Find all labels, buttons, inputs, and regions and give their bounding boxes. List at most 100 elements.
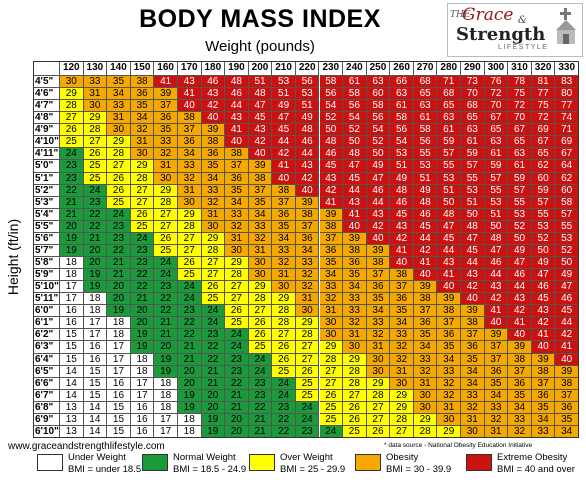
height-row-label: 6'4" — [33, 353, 60, 366]
bmi-cell: 26 — [107, 172, 131, 185]
bmi-cell: 16 — [107, 389, 131, 402]
height-row-label: 5'4" — [33, 208, 60, 221]
bmi-cell: 22 — [60, 184, 84, 197]
bmi-cell: 19 — [154, 365, 178, 378]
bmi-cell: 37 — [437, 317, 462, 330]
bmi-cell: 21 — [177, 341, 202, 354]
bmi-cell: 57 — [461, 160, 485, 173]
bmi-cell: 33 — [461, 389, 485, 402]
bmi-cell: 35 — [390, 305, 414, 318]
bmi-cell: 44 — [343, 184, 367, 197]
bmi-cell: 37 — [484, 353, 509, 366]
bmi-cell: 35 — [366, 293, 391, 306]
bmi-cell: 63 — [508, 148, 532, 161]
bmi-cell: 28 — [225, 269, 249, 282]
bmi-cell: 39 — [154, 88, 178, 101]
bmi-cell: 48 — [295, 124, 320, 137]
bmi-cell: 30 — [201, 220, 226, 233]
bmi-cell: 14 — [60, 365, 84, 378]
bmi-cell: 38 — [366, 257, 391, 270]
bmi-cell: 31 — [177, 184, 202, 197]
bmi-cell: 24 — [201, 305, 226, 318]
height-row-label: 4'9" — [33, 124, 60, 137]
bmi-cell: 16 — [83, 341, 108, 354]
bmi-cell: 47 — [248, 100, 273, 113]
bmi-cell: 42 — [248, 136, 273, 149]
height-row-label: 6'6" — [33, 377, 60, 390]
bmi-cell: 38 — [508, 353, 532, 366]
logo-strength-text: Strength — [456, 24, 546, 45]
bmi-cell: 70 — [461, 88, 485, 101]
bmi-cell: 16 — [130, 425, 155, 438]
bmi-cell: 34 — [461, 365, 485, 378]
bmi-cell: 46 — [225, 88, 249, 101]
bmi-cell: 34 — [272, 232, 296, 245]
bmi-cell: 47 — [531, 269, 556, 282]
bmi-cell: 52 — [319, 112, 344, 125]
weight-header: 160 — [154, 61, 178, 76]
bmi-cell: 77 — [531, 88, 556, 101]
bmi-cell: 32 — [390, 353, 414, 366]
bmi-cell: 18 — [154, 377, 178, 390]
bmi-cell: 40 — [366, 232, 391, 245]
bmi-cell: 47 — [343, 160, 367, 173]
bmi-cell: 18 — [107, 329, 131, 342]
bmi-cell: 20 — [83, 257, 108, 270]
bmi-cell: 31 — [154, 160, 178, 173]
bmi-cell: 21 — [60, 196, 84, 209]
bmi-cell: 45 — [413, 220, 438, 233]
bmi-cell: 31 — [295, 293, 320, 306]
bmi-cell: 20 — [107, 293, 131, 306]
bmi-cell: 40 — [437, 281, 462, 294]
bmi-cell: 19 — [130, 329, 155, 342]
bmi-cell: 17 — [107, 353, 131, 366]
bmi-cell: 48 — [319, 136, 344, 149]
legend-label: Extreme Obesity — [497, 452, 568, 463]
bmi-cell: 20 — [225, 425, 249, 438]
bmi-cell: 25 — [60, 136, 84, 149]
bmi-cell: 29 — [343, 353, 367, 366]
bmi-cell: 29 — [390, 389, 414, 402]
bmi-cell: 42 — [555, 329, 579, 342]
bmi-cell: 28 — [413, 425, 438, 438]
bmi-cell: 54 — [390, 136, 414, 149]
bmi-cell: 17 — [107, 341, 131, 354]
bmi-cell: 24 — [154, 257, 178, 270]
bmi-cell: 34 — [130, 112, 155, 125]
bmi-cell: 53 — [531, 220, 556, 233]
bmi-cell: 48 — [484, 232, 509, 245]
bmi-cell: 45 — [248, 112, 273, 125]
bmi-cell: 22 — [177, 329, 202, 342]
bmi-cell: 51 — [437, 184, 462, 197]
bmi-cell: 55 — [461, 172, 485, 185]
bmi-cell: 46 — [555, 293, 579, 306]
bmi-cell: 30 — [319, 329, 344, 342]
bmi-cell: 57 — [555, 208, 579, 221]
bmi-cell: 16 — [130, 401, 155, 414]
bmi-cell: 32 — [366, 329, 391, 342]
height-row-label: 6'10" — [33, 425, 60, 438]
bmi-cell: 61 — [437, 124, 462, 137]
bmi-cell: 29 — [413, 413, 438, 426]
bmi-cell: 28 — [390, 413, 414, 426]
bmi-cell: 24 — [248, 365, 273, 378]
bmi-cell: 21 — [201, 365, 226, 378]
bmi-cell: 39 — [319, 208, 344, 221]
bmi-cell: 56 — [343, 100, 367, 113]
bmi-cell: 18 — [177, 413, 202, 426]
bmi-cell: 28 — [83, 124, 108, 137]
bmi-cell: 20 — [60, 220, 84, 233]
bmi-cell: 55 — [531, 208, 556, 221]
bmi-cell: 25 — [130, 220, 155, 233]
bmi-cell: 53 — [484, 196, 509, 209]
bmi-cell: 23 — [248, 377, 273, 390]
bmi-cell: 32 — [295, 269, 320, 282]
bmi-cell: 24 — [177, 281, 202, 294]
bmi-cell: 65 — [508, 136, 532, 149]
bmi-cell: 43 — [390, 220, 414, 233]
bmi-cell: 39 — [531, 353, 556, 366]
bmi-cell: 40 — [461, 293, 485, 306]
bmi-cell: 36 — [461, 341, 485, 354]
bmi-cell: 26 — [248, 317, 273, 330]
weight-header: 290 — [461, 61, 485, 76]
